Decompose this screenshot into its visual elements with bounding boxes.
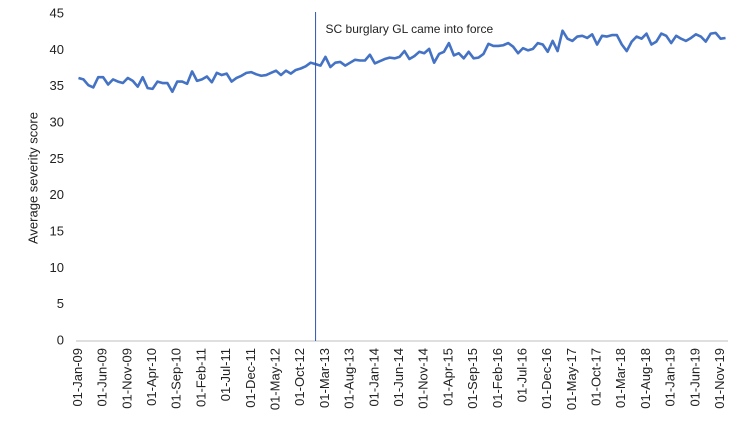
x-tick-label: 01-Jan-14: [366, 348, 381, 407]
y-tick-label: 45: [50, 5, 64, 20]
x-tick-label: 01-Jan-19: [663, 348, 678, 407]
annotation-text: SC burglary GL came into force: [326, 22, 494, 36]
x-tick-label: 01-Oct-12: [292, 348, 307, 406]
x-tick-label: 01-Jun-14: [391, 348, 406, 407]
y-axis-label: Average severity score: [25, 112, 40, 244]
data-line: [78, 29, 726, 94]
x-tick-label: 01-May-17: [564, 348, 579, 410]
y-tick-label: 40: [50, 42, 64, 57]
x-tick-label: 01-Apr-10: [144, 348, 159, 406]
x-tick-label: 01-Feb-16: [490, 348, 505, 408]
y-tick-label: 15: [50, 223, 64, 238]
y-tick-label: 5: [57, 296, 64, 311]
x-tick-label: 01-Dec-16: [539, 348, 554, 409]
x-tick-label: 01-Aug-13: [342, 348, 357, 409]
x-tick-label: 01-Nov-14: [416, 348, 431, 409]
x-tick-label: 01-Feb-11: [193, 348, 208, 407]
x-tick-label: 01-Nov-19: [712, 348, 727, 409]
x-tick-label: 01-Jun-09: [95, 348, 110, 407]
x-tick-label: 01-Sep-10: [169, 348, 184, 409]
x-tick-label: 01-Jun-19: [687, 348, 702, 407]
x-tick-label: 01-Apr-15: [440, 348, 455, 406]
x-tick-label: 01-Aug-18: [638, 348, 653, 409]
x-tick-label: 01-May-12: [267, 348, 282, 410]
y-tick-label: 10: [50, 260, 64, 275]
y-tick-label: 30: [50, 114, 64, 129]
x-tick-label: 01-Jul-11: [218, 348, 233, 401]
y-tick-label: 35: [50, 78, 64, 93]
y-tick-label: 25: [50, 151, 64, 166]
y-tick-label: 20: [50, 187, 64, 202]
x-tick-label: 01-Sep-15: [465, 348, 480, 409]
x-tick-label: 01-Mar-18: [613, 348, 628, 408]
x-tick-label: 01-Nov-09: [119, 348, 134, 409]
x-tick-label: 01-Dec-11: [243, 348, 258, 408]
x-tick-label: 01-Mar-13: [317, 348, 332, 408]
x-tick-label: 01-Oct-17: [589, 348, 604, 406]
x-tick-label: 01-Jan-09: [70, 348, 85, 407]
x-tick-label: 01-Jul-16: [514, 348, 529, 402]
y-tick-label: 0: [57, 332, 64, 347]
